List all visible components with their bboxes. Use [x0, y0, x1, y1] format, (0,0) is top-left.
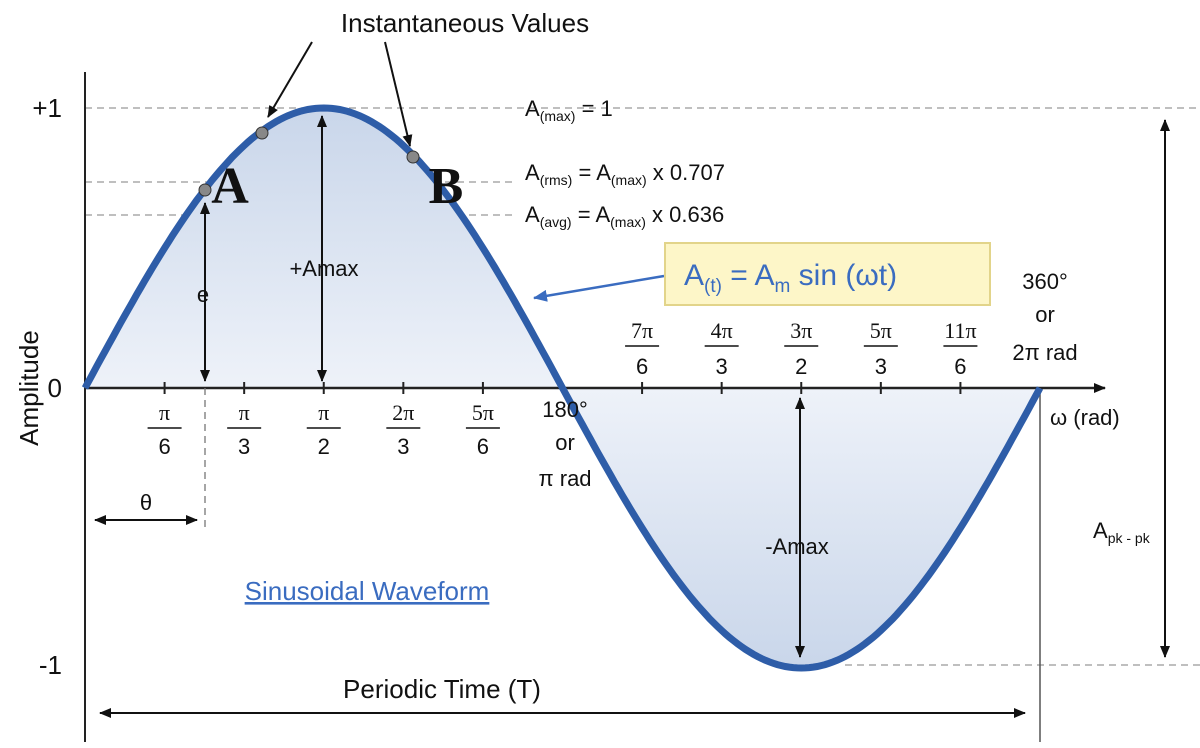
level-part: A — [596, 160, 611, 185]
level-part: x 0.636 — [646, 202, 724, 227]
level-sub: (max) — [610, 214, 646, 230]
y-tick: -1 — [39, 650, 62, 680]
period-label: Periodic Time (T) — [343, 674, 541, 704]
half-cycle: π rad — [538, 466, 591, 491]
level-sub: (rms) — [540, 172, 573, 188]
tick-numerator: 5π — [472, 400, 494, 425]
y-axis-label: Amplitude — [14, 330, 44, 446]
tick-numerator: π — [239, 400, 250, 425]
tick-numerator: 11π — [944, 318, 976, 343]
point-label: A — [211, 158, 249, 215]
level-part: A — [525, 96, 540, 121]
neg-peak-label: -Amax — [765, 534, 829, 559]
point-label: B — [429, 158, 464, 215]
formula-arrow — [533, 274, 665, 302]
point — [406, 150, 420, 164]
level-part: A — [525, 160, 540, 185]
e-label: e — [197, 282, 209, 307]
tick-denominator: 6 — [477, 434, 489, 459]
tick-denominator: 3 — [875, 354, 887, 379]
level-rms: A(rms) = A(max) x 0.707 — [525, 160, 725, 188]
callout-title: Instantaneous Values — [341, 8, 589, 38]
formula-sub: m — [775, 276, 791, 297]
tick-numerator: 3π — [790, 318, 812, 343]
pk-pk-sub: pk - pk — [1108, 530, 1151, 546]
tick-numerator: 5π — [870, 318, 892, 343]
formula: A(t) = Am sin (ωt) — [684, 259, 897, 297]
tick-denominator: 6 — [158, 434, 170, 459]
tick-denominator: 2 — [795, 354, 807, 379]
full-cycle: or — [1035, 302, 1055, 327]
formula-part: = A — [722, 259, 775, 292]
tick-denominator: 3 — [238, 434, 250, 459]
level-max: A(max) = 1 — [525, 96, 613, 124]
y-tick: 0 — [48, 373, 62, 403]
waveform-name: Sinusoidal Waveform — [245, 576, 490, 606]
half-cycle: or — [555, 430, 575, 455]
level-avg: A(avg) = A(max) x 0.636 — [525, 202, 724, 230]
pk-pk-label: Apk - pk — [1093, 518, 1151, 546]
formula-sub: (t) — [704, 276, 722, 297]
theta-label: θ — [140, 490, 152, 515]
point — [255, 126, 269, 140]
x-axis-label: ω (rad) — [1050, 405, 1120, 430]
level-part: = — [572, 160, 596, 185]
formula-box — [664, 242, 991, 306]
tick-numerator: π — [318, 400, 329, 425]
level-part: = 1 — [575, 96, 612, 121]
tick-denominator: 3 — [397, 434, 409, 459]
pos-peak-label: +Amax — [289, 256, 358, 281]
full-cycle: 360° — [1022, 269, 1068, 294]
tick-numerator: 2π — [392, 400, 414, 425]
pk-pk-part: A — [1093, 518, 1108, 543]
callout-arrow — [267, 41, 313, 118]
level-part: x 0.707 — [647, 160, 725, 185]
callout-arrow — [384, 41, 413, 147]
formula-part: A — [684, 259, 704, 292]
full-cycle: 2π rad — [1012, 340, 1077, 365]
tick-numerator: 7π — [631, 318, 653, 343]
sine-wave — [81, 104, 1044, 672]
tick-denominator: 6 — [636, 354, 648, 379]
level-sub: (max) — [611, 172, 647, 188]
formula-part: sin (ωt) — [790, 259, 897, 292]
tick-denominator: 2 — [318, 434, 330, 459]
tick-denominator: 3 — [716, 354, 728, 379]
level-part: A — [595, 202, 610, 227]
tick-numerator: 4π — [711, 318, 733, 343]
tick-numerator: π — [159, 400, 170, 425]
point — [198, 183, 212, 197]
level-sub: (avg) — [540, 214, 572, 230]
half-cycle: 180° — [542, 397, 588, 422]
level-part: = — [572, 202, 596, 227]
y-tick: +1 — [32, 93, 62, 123]
level-part: A — [525, 202, 540, 227]
level-sub: (max) — [540, 108, 576, 124]
tick-denominator: 6 — [954, 354, 966, 379]
